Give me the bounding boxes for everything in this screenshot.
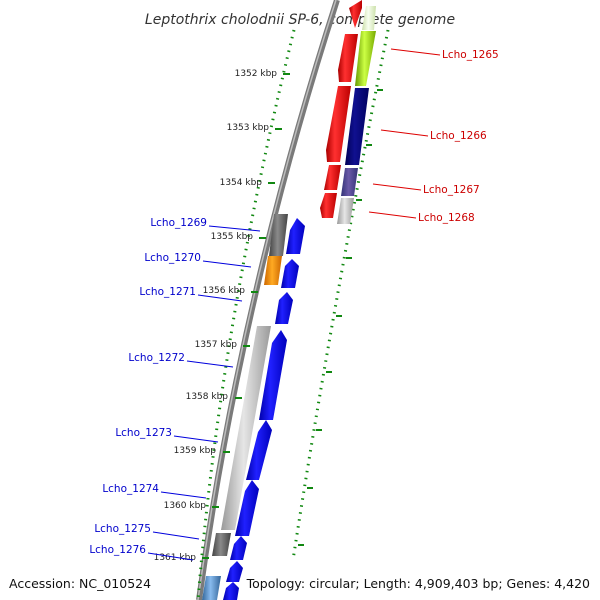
gene-arrow-blue-9 xyxy=(223,582,239,600)
gene-block-red-2 xyxy=(338,34,358,82)
gene-arrow-blue-5 xyxy=(246,420,272,480)
gene-arrow-blue-8 xyxy=(226,561,243,582)
gene-block-red-1 xyxy=(349,0,362,28)
gene-arrow-blue-1 xyxy=(286,218,305,254)
gene-block-orange xyxy=(264,256,282,285)
gene-block-steel xyxy=(202,576,221,600)
kbp-scale: 1352 kbp 1353 kbp 1354 kbp 1355 kbp 1356… xyxy=(154,69,290,563)
leader-line xyxy=(390,48,441,56)
leader-line xyxy=(208,225,261,232)
kbp-label-1357: 1357 kbp xyxy=(195,340,238,350)
kbp-label-1354: 1354 kbp xyxy=(220,178,263,188)
gene-label-lcho-1275: Lcho_1275 xyxy=(94,523,151,535)
accession-text: Accession: NC_010524 xyxy=(9,576,152,591)
gene-block-purple xyxy=(341,168,358,196)
leader-line xyxy=(197,294,243,302)
gene-block-navy xyxy=(345,88,369,165)
gene-label-lcho-1273: Lcho_1273 xyxy=(115,427,172,439)
leader-line xyxy=(147,552,194,561)
gene-block-lightgray xyxy=(337,198,354,224)
kbp-label-1360: 1360 kbp xyxy=(164,501,207,511)
leader-line xyxy=(152,531,200,540)
gene-block-darkgray-2 xyxy=(212,533,231,556)
tick-ring-outer xyxy=(291,29,390,561)
gene-block-lightgray-long xyxy=(221,326,271,530)
kbp-label-1361: 1361 kbp xyxy=(154,553,197,563)
gene-block-green xyxy=(355,31,376,86)
kbp-label-1355: 1355 kbp xyxy=(211,232,254,242)
genome-backbone-highlight xyxy=(197,0,337,600)
gene-arrow-blue-4 xyxy=(259,330,287,420)
gene-arrow-blue-6 xyxy=(235,480,259,536)
leader-line xyxy=(186,360,234,368)
reverse-gene-labels: Lcho_1265 Lcho_1266 Lcho_1267 Lcho_1268 xyxy=(368,48,499,224)
gene-label-lcho-1274: Lcho_1274 xyxy=(102,483,159,495)
kbp-label-1359: 1359 kbp xyxy=(174,446,217,456)
gene-label-lcho-1266: Lcho_1266 xyxy=(430,130,487,142)
map-title: Leptothrix cholodnii SP-6, complete geno… xyxy=(145,12,455,28)
gene-label-lcho-1272: Lcho_1272 xyxy=(128,352,185,364)
gene-label-lcho-1276: Lcho_1276 xyxy=(89,544,146,556)
gene-arrow-blue-3 xyxy=(275,292,293,324)
gene-label-lcho-1268: Lcho_1268 xyxy=(418,212,475,224)
gene-arrow-blue-2 xyxy=(281,259,299,288)
forward-strand-features xyxy=(202,214,305,600)
gene-block-pale xyxy=(362,6,376,30)
leader-line xyxy=(372,183,422,191)
leader-line xyxy=(173,435,219,443)
gene-block-red-5 xyxy=(320,193,337,218)
gene-block-red-4 xyxy=(324,165,341,190)
genome-backbone xyxy=(196,0,340,600)
gene-label-lcho-1271: Lcho_1271 xyxy=(139,286,196,298)
leader-line xyxy=(202,260,252,268)
leader-line xyxy=(380,129,429,137)
kbp-label-1358: 1358 kbp xyxy=(186,392,229,402)
kbp-label-1352: 1352 kbp xyxy=(235,69,278,79)
forward-gene-labels: Lcho_1269 Lcho_1270 Lcho_1271 Lcho_1272 … xyxy=(89,217,261,561)
kbp-label-1353: 1353 kbp xyxy=(227,123,270,133)
gene-arrow-blue-7 xyxy=(230,536,247,560)
gene-label-lcho-1267: Lcho_1267 xyxy=(423,184,480,196)
kbp-label-1356: 1356 kbp xyxy=(203,286,246,296)
leader-line xyxy=(160,491,207,499)
gene-label-lcho-1270: Lcho_1270 xyxy=(144,252,201,264)
gene-label-lcho-1265: Lcho_1265 xyxy=(442,49,499,61)
leader-line xyxy=(368,211,417,219)
genome-summary-text: Topology: circular; Length: 4,909,403 bp… xyxy=(246,576,590,591)
outer-ring-ticks xyxy=(298,89,383,546)
gene-block-red-3 xyxy=(326,86,351,162)
gene-block-darkgray-1 xyxy=(269,214,288,256)
gene-label-lcho-1269: Lcho_1269 xyxy=(150,217,207,229)
reverse-strand-features xyxy=(320,0,376,224)
